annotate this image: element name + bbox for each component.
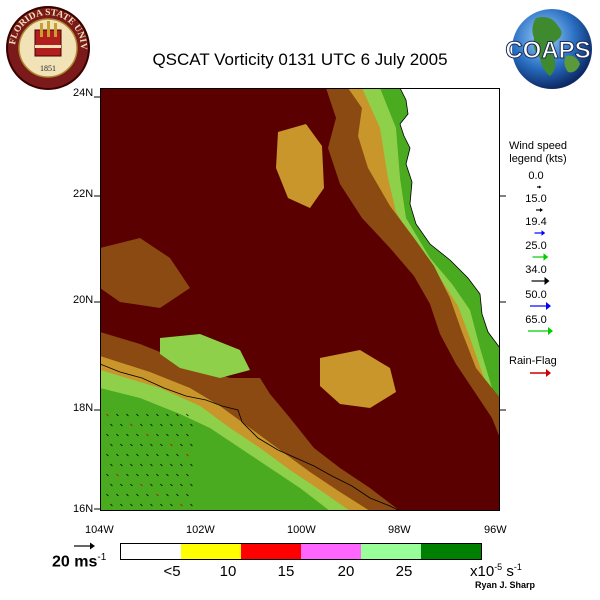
wind-legend-title-line1: Wind speed — [508, 140, 568, 152]
wind-legend-value: 15.0 — [525, 193, 547, 205]
wind-legend-title: Wind speed legend (kts) — [500, 140, 576, 166]
colorbar-swatch — [301, 544, 361, 559]
lat-label-18n: 18N — [73, 402, 94, 414]
lon-label-104w: 104W — [85, 524, 114, 536]
wind-legend-value: 34.0 — [525, 264, 547, 276]
wind-legend-arrow-icon — [532, 253, 549, 261]
wind-legend-title-line2: legend (kts) — [509, 153, 567, 165]
colorbar-unit-base: x10 — [470, 563, 495, 580]
colorbar-label: 10 — [219, 563, 237, 580]
scale-arrow-exponent: -1 — [97, 552, 107, 563]
lon-label-98w: 98W — [388, 524, 411, 536]
wind-legend-value: 25.0 — [525, 240, 547, 252]
colorbar-unit-s-exp: -1 — [513, 562, 522, 572]
scale-arrow-value: 20 ms — [52, 553, 98, 571]
wind-legend-arrow-icon — [530, 302, 551, 310]
wind-legend-arrow-icon — [534, 230, 546, 236]
colorbar-swatch — [421, 544, 481, 559]
wind-legend-arrow-icon — [531, 277, 550, 285]
lat-label-20n: 20N — [73, 294, 94, 306]
wind-vectors — [106, 413, 193, 507]
vorticity-colorbar — [120, 543, 482, 560]
map-title: QSCAT Vorticity 0131 UTC 6 July 2005 — [152, 50, 448, 69]
author-credit: Ryan J. Sharp — [475, 580, 536, 590]
colorbar-label: 20 — [337, 563, 355, 580]
colorbar-swatch — [241, 544, 301, 559]
colorbar-unit: x10-5 s-1 — [470, 562, 522, 580]
colorbar-swatch — [181, 544, 241, 559]
coaps-logo-text: COAPS — [505, 37, 590, 64]
lat-label-16n: 16N — [73, 503, 94, 515]
rain-flag-label: Rain-Flag — [509, 355, 557, 367]
scale-arrow-icon — [74, 542, 95, 550]
lat-label-24n: 24N — [73, 87, 94, 99]
lon-label-100w: 100W — [287, 524, 316, 536]
lon-label-102w: 102W — [186, 524, 215, 536]
rain-flag-arrow-icon — [530, 369, 551, 377]
wind-legend-arrow-icon — [536, 208, 543, 212]
colorbar-unit-s: s — [502, 563, 514, 580]
wind-legend-value: 0.0 — [528, 170, 544, 182]
scale-arrow-label: 20 ms-1 — [52, 552, 106, 571]
lat-label-22n: 22N — [73, 188, 94, 200]
wind-legend-arrow-icon — [528, 327, 553, 335]
colorbar-label: <5 — [163, 563, 181, 580]
wind-legend-value: 50.0 — [525, 289, 547, 301]
fsu-seal-year: 1851 — [40, 64, 56, 73]
colorbar-unit-exp: -5 — [494, 562, 503, 572]
lon-label-96w: 96W — [484, 524, 507, 536]
vorticity-map — [99, 87, 501, 512]
colorbar-label: 15 — [277, 563, 295, 580]
wind-legend-value: 19.4 — [525, 216, 547, 228]
wind-legend-arrow-icon — [537, 185, 542, 189]
colorbar-swatch — [361, 544, 421, 559]
colorbar-label: 25 — [395, 563, 413, 580]
colorbar-swatch — [121, 544, 181, 559]
axis-ticks — [94, 96, 506, 510]
fsu-seal-logo: FLORIDA STATE UNIVERSITY 1851 — [2, 0, 91, 91]
vorticity-map-svg — [99, 87, 501, 512]
coaps-globe-logo: COAPS — [496, 6, 600, 92]
wind-legend-value: 65.0 — [525, 314, 547, 326]
